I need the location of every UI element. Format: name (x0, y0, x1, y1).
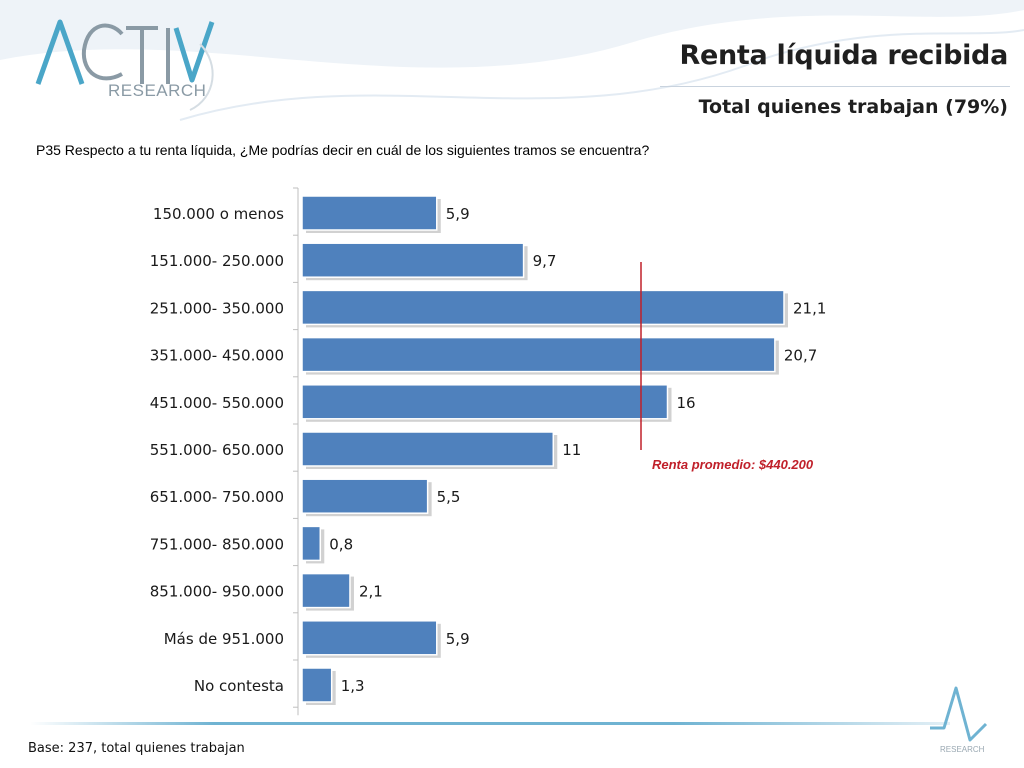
category-label: 251.000- 350.000 (150, 299, 284, 317)
bar-value-label: 2,1 (359, 583, 383, 601)
survey-question: P35 Respecto a tu renta líquida, ¿Me pod… (36, 142, 650, 158)
page-subtitle: Total quienes trabajan (79%) (698, 96, 1008, 118)
category-label: 351.000- 450.000 (150, 347, 284, 365)
base-note: Base: 237, total quienes trabajan (28, 741, 245, 756)
bar-value-label: 5,5 (437, 488, 461, 506)
category-label: 551.000- 650.000 (150, 441, 284, 459)
bar-value-label: 0,8 (329, 535, 353, 553)
category-label: 451.000- 550.000 (150, 394, 284, 412)
title-divider (660, 86, 1010, 87)
bar (301, 289, 785, 326)
category-label: 751.000- 850.000 (150, 535, 284, 553)
bar (301, 620, 438, 656)
bar-value-label: 16 (676, 394, 695, 412)
bar-value-label: 5,9 (446, 205, 470, 223)
bar (301, 195, 438, 231)
bar (301, 478, 429, 514)
footer-mark-text: RESEARCH (940, 745, 985, 754)
category-label: 150.000 o menos (153, 205, 284, 223)
activa-research-logo: RESEARCH (35, 19, 215, 111)
footer-activa-mark: RESEARCH (930, 686, 988, 754)
bar-value-label: 5,9 (446, 630, 470, 648)
bar-value-label: 1,3 (341, 677, 365, 695)
category-label: 151.000- 250.000 (150, 252, 284, 270)
category-label: No contesta (194, 677, 284, 695)
footer-divider (30, 722, 950, 725)
category-label: 651.000- 750.000 (150, 488, 284, 506)
category-label: Más de 951.000 (164, 630, 284, 648)
bar-value-label: 9,7 (533, 252, 557, 270)
bar (301, 242, 525, 278)
bar (301, 384, 669, 420)
bar-value-label: 20,7 (784, 347, 817, 365)
category-label: 851.000- 950.000 (150, 583, 284, 601)
bar-value-label: 21,1 (793, 299, 826, 317)
bar (301, 431, 555, 467)
average-reference-label: Renta promedio: $440.200 (652, 457, 814, 472)
page-title: Renta líquida recibida (679, 40, 1008, 71)
bar (301, 572, 351, 609)
bar (301, 667, 333, 703)
bar (301, 336, 776, 373)
bar-value-label: 11 (562, 441, 581, 459)
bar (301, 525, 322, 562)
logo-sub-text: RESEARCH (108, 81, 206, 100)
